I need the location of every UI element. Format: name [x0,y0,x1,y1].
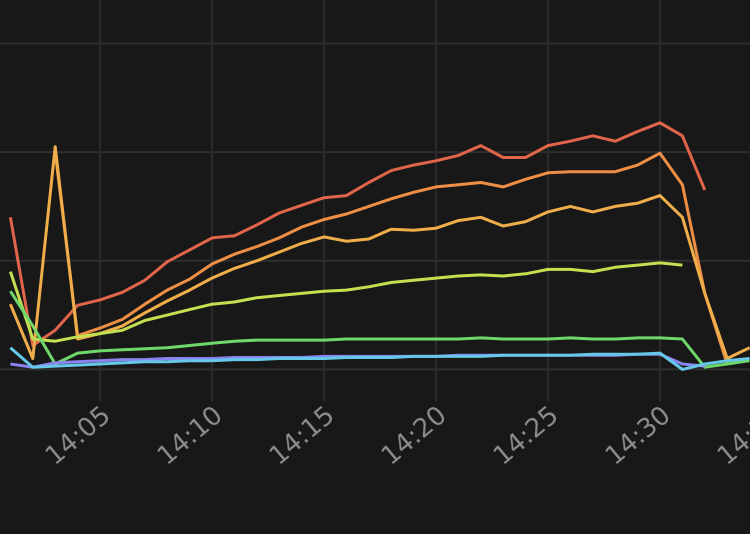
x-tick-label: 14:10 [152,400,229,471]
x-tick-label: 14:00 [0,400,4,471]
series-line [53,151,729,365]
x-tick-label: 14:35 [712,400,750,471]
series-line [9,346,750,371]
series-line [8,121,707,347]
x-tick-label: 14:15 [264,400,341,471]
series-line [9,145,750,360]
x-tick-label: 14:25 [488,400,565,471]
series-line [8,261,683,343]
x-tick-label: 14:30 [600,400,677,471]
x-tick-label: 14:20 [376,400,453,471]
series-line [9,290,750,369]
x-tick-label: 14:05 [40,400,117,471]
